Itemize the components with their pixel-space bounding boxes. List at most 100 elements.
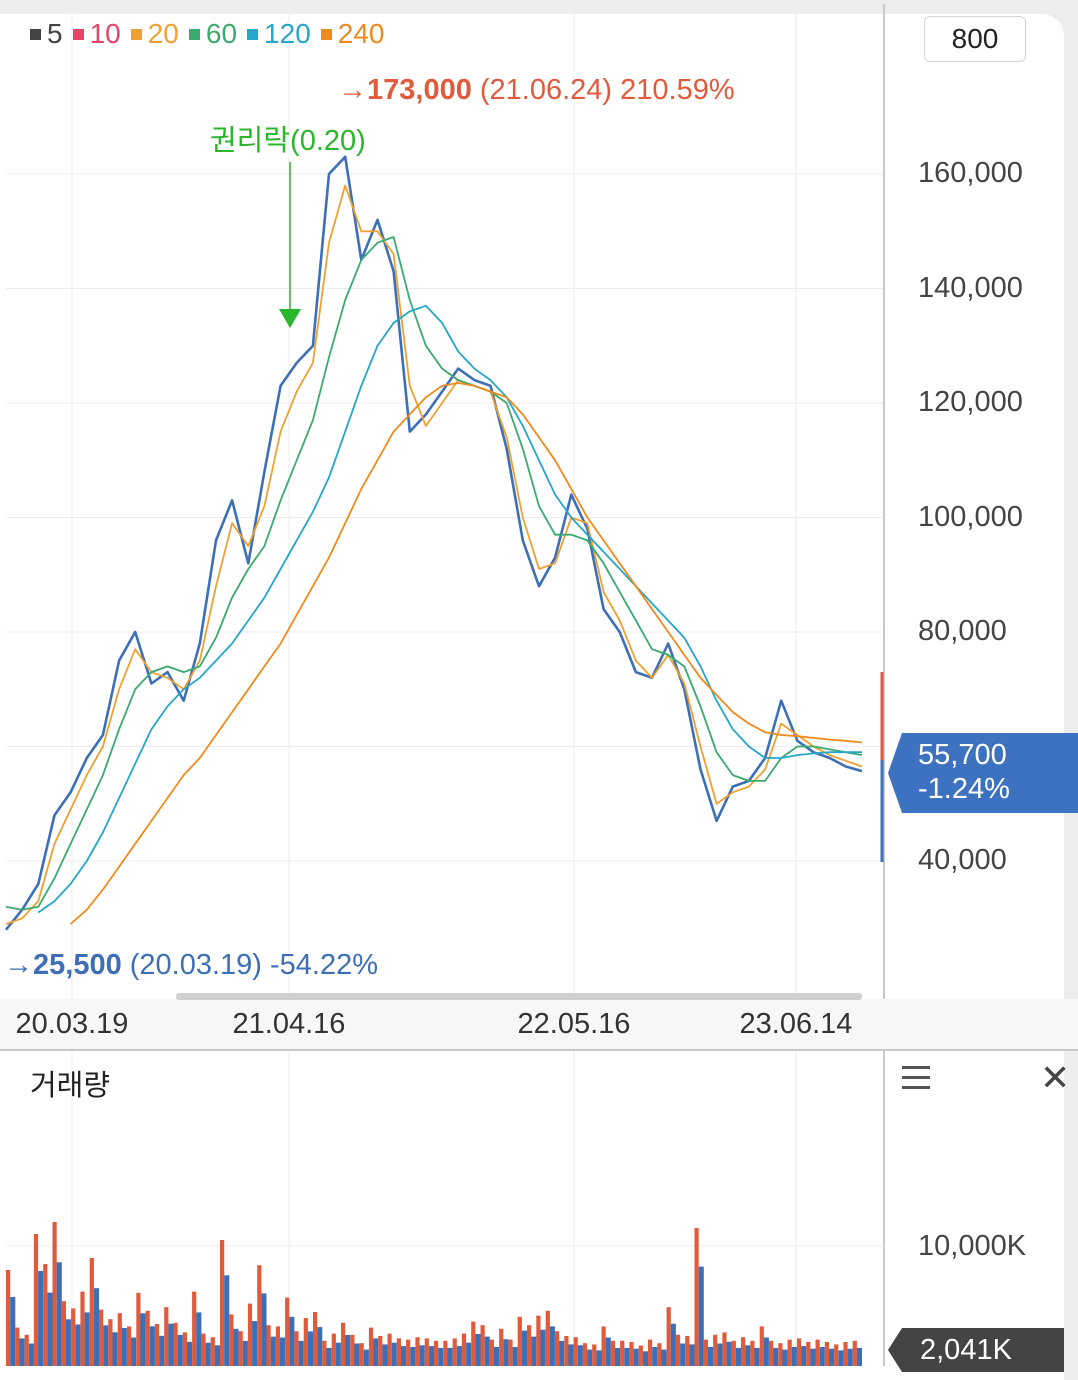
volume-bar-up	[61, 1301, 66, 1366]
legend-label: 240	[337, 18, 385, 49]
volume-bar-up	[80, 1291, 85, 1366]
volume-bar-down	[680, 1343, 686, 1366]
min-price-value: 25,500	[33, 949, 122, 981]
volume-bar-up	[6, 1270, 11, 1366]
volume-bar-up	[666, 1307, 671, 1366]
volume-bar-down	[661, 1349, 667, 1366]
legend-label: 5	[47, 18, 63, 49]
legend-item-5: 5	[30, 18, 63, 50]
volume-bar-down	[66, 1319, 72, 1366]
legend-swatch	[188, 28, 200, 40]
volume-bar-up	[396, 1338, 401, 1366]
volume-bar-down	[856, 1347, 862, 1366]
volume-bar-down	[47, 1292, 53, 1366]
y-tick-label: 40,000	[918, 844, 1007, 876]
volume-bar-up	[657, 1343, 662, 1366]
min-price-detail: (20.03.19) -54.22%	[129, 949, 379, 981]
volume-bar-down	[717, 1343, 723, 1366]
volume-bar-up	[629, 1342, 634, 1366]
volume-bar-down	[391, 1342, 397, 1366]
volume-bar-up	[294, 1331, 299, 1366]
legend-swatch	[72, 28, 84, 40]
volume-bar-up	[592, 1344, 597, 1366]
volume-bar-down	[252, 1321, 258, 1366]
volume-bar-up	[182, 1332, 187, 1366]
volume-bar-down	[214, 1345, 220, 1366]
volume-bar-down	[568, 1344, 574, 1366]
volume-bar-down	[298, 1340, 304, 1366]
volume-bar-up	[350, 1334, 355, 1366]
volume-bar-down	[168, 1323, 174, 1366]
volume-bar-up	[620, 1340, 625, 1366]
volume-bar-down	[521, 1330, 527, 1366]
legend-label: 20	[147, 18, 179, 49]
menu-icon[interactable]	[902, 1066, 930, 1090]
volume-bar-down	[624, 1347, 630, 1366]
series-line-60	[5, 236, 863, 911]
volume-bar-down	[401, 1346, 407, 1366]
volume-bar-down	[261, 1293, 267, 1366]
legend-swatch	[30, 28, 41, 40]
volume-bar-up	[43, 1264, 48, 1366]
volume-bar-up	[173, 1322, 178, 1366]
volume-bar-up	[387, 1333, 392, 1366]
volume-bar-up	[89, 1258, 94, 1366]
volume-bar-down	[345, 1334, 351, 1366]
volume-bar-up	[434, 1340, 439, 1366]
volume-bar-up	[108, 1319, 113, 1366]
volume-bar-down	[75, 1324, 81, 1366]
x-tick-label: 21.04.16	[232, 1008, 346, 1040]
volume-bar-down	[698, 1266, 704, 1366]
volume-bar-down	[28, 1343, 34, 1366]
volume-bar-up	[824, 1342, 829, 1366]
volume-bar-down	[307, 1331, 313, 1366]
volume-bar-up	[210, 1337, 215, 1366]
volume-bar-up	[722, 1332, 727, 1366]
x-tick-label: 22.05.16	[517, 1008, 631, 1040]
volume-bar-up	[406, 1339, 411, 1366]
volume-bar-down	[763, 1337, 769, 1366]
volume-bar-down	[103, 1325, 109, 1366]
volume-bar-up	[815, 1339, 820, 1366]
min-price-annotation: →25,500 (20.03.19) -54.22%	[4, 949, 378, 982]
volume-bar-down	[577, 1345, 583, 1366]
volume-bar-up	[582, 1343, 588, 1366]
volume-bar-up	[71, 1308, 76, 1366]
legend-item-240: 240	[320, 18, 385, 50]
volume-bar-down	[503, 1339, 509, 1366]
arrow-right-icon: →	[338, 74, 367, 106]
volume-bar-down	[131, 1337, 137, 1366]
volume-bar-down	[335, 1342, 341, 1366]
volume-bar-down	[847, 1348, 853, 1366]
volume-bar-down	[19, 1338, 25, 1366]
max-price-value: 173,000	[367, 74, 472, 106]
volume-bar-up	[313, 1312, 318, 1366]
volume-bar-up	[499, 1328, 504, 1366]
volume-bar-up	[341, 1322, 346, 1366]
volume-bar-down	[93, 1288, 99, 1366]
volume-bar-down	[549, 1326, 555, 1366]
legend-item-120: 120	[247, 18, 311, 50]
volume-bar-up	[601, 1326, 606, 1366]
volume-bar-up	[266, 1325, 271, 1366]
volume-bar-up	[285, 1297, 290, 1366]
zoom-level-box[interactable]: 800	[924, 16, 1026, 62]
volume-bar-down	[466, 1342, 472, 1366]
legend-swatch	[247, 28, 259, 40]
volume-bar-up	[99, 1309, 104, 1366]
volume-bar-down	[642, 1351, 648, 1366]
volume-bar-up	[703, 1339, 708, 1366]
scrollbar-thumb[interactable]	[176, 993, 862, 1000]
legend-label: 10	[89, 18, 121, 49]
close-icon[interactable]: ✕	[1040, 1057, 1071, 1098]
y-tick-label: 140,000	[918, 271, 1023, 304]
volume-bar-up	[247, 1303, 253, 1366]
volume-bar-down	[428, 1346, 434, 1366]
volume-bar-down	[540, 1329, 546, 1366]
volume-bar-up	[24, 1334, 29, 1366]
volume-bar-down	[224, 1275, 230, 1366]
volume-bar-down	[689, 1344, 695, 1366]
volume-bar-down	[652, 1347, 658, 1366]
volume-bar-down	[447, 1347, 453, 1366]
